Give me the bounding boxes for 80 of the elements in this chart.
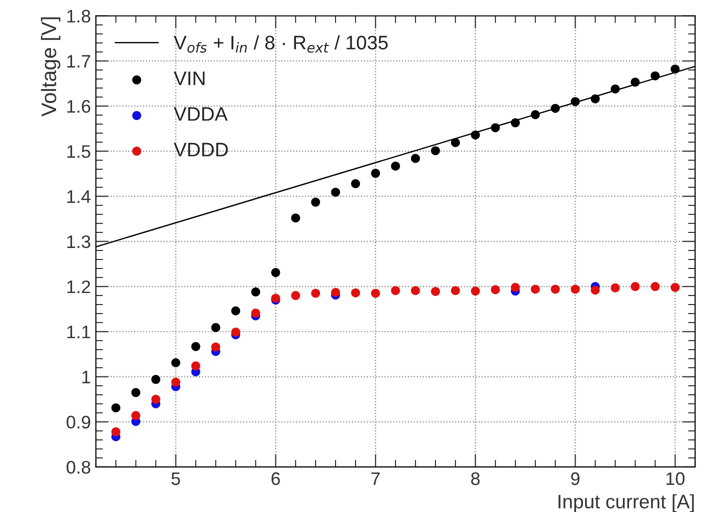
point <box>351 179 360 188</box>
point <box>291 291 300 300</box>
point <box>111 403 120 412</box>
legend-label: VDDD <box>174 142 228 156</box>
point <box>570 97 580 106</box>
point <box>311 198 320 207</box>
point <box>670 282 680 292</box>
y-tick-label: 1.2 <box>67 280 90 294</box>
point <box>430 146 440 156</box>
point <box>510 118 520 128</box>
point <box>131 411 140 420</box>
point <box>490 123 500 132</box>
x-tick-label: 6 <box>272 472 280 486</box>
point <box>450 138 460 148</box>
point <box>450 286 460 296</box>
point <box>351 288 360 298</box>
x-tick-label: 8 <box>471 472 480 486</box>
point <box>630 282 640 292</box>
point <box>291 213 300 222</box>
point <box>570 284 580 294</box>
y-axis-title: Voltage [V] <box>40 17 60 117</box>
legend-label: VIN <box>174 72 204 86</box>
point <box>391 162 400 171</box>
y-tick-label: 1.3 <box>67 235 90 248</box>
x-tick-label: 9 <box>571 472 580 486</box>
point <box>550 104 560 113</box>
point <box>331 188 340 197</box>
point <box>131 388 140 398</box>
point <box>251 287 260 296</box>
x-tick-label: 7 <box>371 472 380 485</box>
point <box>371 288 380 298</box>
y-tick-label: 1.4 <box>67 190 90 203</box>
y-tick-label: 0.9 <box>66 416 90 429</box>
point <box>231 306 240 316</box>
point <box>211 323 220 332</box>
y-tick-label: 1 <box>82 370 90 384</box>
point <box>550 284 560 294</box>
y-tick-label: 1.7 <box>67 55 90 68</box>
point <box>470 130 480 140</box>
point <box>171 358 180 368</box>
point <box>111 427 120 436</box>
y-tick-label: 1.1 <box>67 326 90 338</box>
x-axis-title: Input current [A] <box>558 494 694 512</box>
point <box>191 342 200 352</box>
point <box>590 94 600 104</box>
point <box>670 64 680 74</box>
point <box>151 374 160 384</box>
point <box>311 288 320 298</box>
point <box>630 78 640 87</box>
x-tick-label: 10 <box>666 472 684 486</box>
point <box>470 286 480 296</box>
point <box>171 378 180 387</box>
point <box>191 361 200 370</box>
point <box>650 71 660 80</box>
point <box>490 285 500 294</box>
y-tick-label: 1.6 <box>67 100 90 113</box>
point <box>271 268 280 278</box>
y-tick-label: 1.5 <box>67 145 90 158</box>
legend-label: VDDA <box>174 107 228 121</box>
point <box>530 110 540 120</box>
point <box>610 84 620 94</box>
point <box>410 286 420 296</box>
point <box>650 282 660 292</box>
point <box>211 342 220 352</box>
y-tick-label: 1.8 <box>67 10 90 23</box>
point <box>151 394 160 404</box>
point <box>590 286 600 295</box>
point <box>371 168 380 178</box>
point <box>430 286 440 296</box>
point <box>410 154 420 163</box>
point <box>510 282 520 292</box>
legend-label: V$_{ofs}$ + I$_{in}$ / 8 · R$_{ext}$ / 1035 <box>174 35 388 53</box>
point <box>231 328 240 337</box>
point <box>251 308 260 318</box>
point <box>391 286 400 296</box>
y-tick-label: 0.8 <box>66 460 90 474</box>
point <box>331 288 340 297</box>
point <box>530 284 540 294</box>
x-tick-label: 5 <box>171 472 180 486</box>
point <box>610 283 620 292</box>
